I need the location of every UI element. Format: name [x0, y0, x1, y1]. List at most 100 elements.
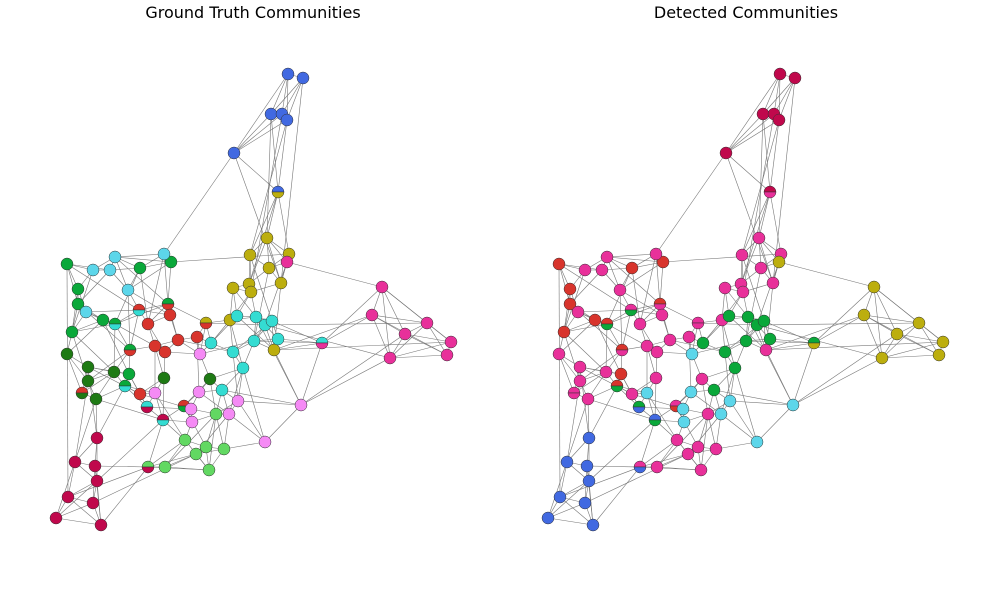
node: [656, 255, 670, 269]
edge: [621, 309, 632, 351]
edge: [280, 77, 304, 284]
edge: [286, 261, 383, 288]
node: [573, 360, 587, 374]
node: [766, 276, 780, 290]
node: [215, 383, 229, 397]
node: [107, 365, 121, 379]
edge: [619, 289, 663, 316]
node: [244, 285, 258, 299]
edge: [223, 441, 266, 450]
node-half: [610, 379, 624, 387]
node: [541, 511, 555, 525]
edge: [559, 466, 641, 498]
edge: [605, 323, 608, 373]
node: [118, 379, 132, 393]
node-half: [763, 191, 777, 199]
node: [230, 309, 244, 323]
node: [754, 261, 768, 275]
edge: [255, 316, 302, 406]
edge: [769, 338, 815, 344]
edge: [71, 288, 79, 333]
edge: [758, 237, 774, 284]
edge: [728, 315, 767, 351]
edge: [389, 341, 452, 359]
node-half: [648, 419, 662, 427]
node: [722, 309, 736, 323]
edge: [756, 404, 794, 443]
edge: [147, 253, 165, 325]
node: [685, 347, 699, 361]
edge: [863, 314, 920, 324]
node: [60, 347, 74, 361]
edge: [592, 466, 641, 526]
edge: [587, 398, 590, 439]
node: [192, 385, 206, 399]
edge: [762, 73, 781, 115]
node: [580, 459, 594, 473]
edge: [426, 322, 448, 356]
edge: [233, 113, 272, 154]
edge: [558, 263, 571, 305]
edge: [87, 349, 131, 382]
node: [573, 374, 587, 388]
edge: [253, 267, 270, 342]
node: [203, 372, 217, 386]
edge: [92, 453, 197, 504]
node: [695, 372, 709, 386]
node-half: [624, 309, 638, 317]
node: [640, 386, 654, 400]
edge: [221, 389, 302, 406]
node-half: [118, 379, 132, 387]
node-half: [141, 466, 155, 474]
edge: [778, 77, 796, 121]
edge: [113, 323, 116, 373]
node: [294, 398, 308, 412]
edge: [669, 339, 726, 353]
node: [736, 285, 750, 299]
node-half: [567, 386, 581, 394]
node-half: [315, 336, 329, 344]
node: [90, 431, 104, 445]
node-half: [807, 336, 821, 344]
edge: [547, 480, 590, 519]
edge: [273, 342, 323, 351]
edge: [741, 254, 765, 322]
node: [157, 371, 171, 385]
edge: [725, 152, 774, 284]
edges: [55, 73, 944, 526]
node: [655, 308, 669, 322]
edge: [762, 113, 771, 193]
node: [552, 257, 566, 271]
edge: [253, 340, 323, 344]
edge: [725, 119, 780, 154]
node: [718, 345, 732, 359]
node-half: [118, 385, 132, 393]
edge: [691, 340, 747, 355]
node: [890, 327, 904, 341]
node: [624, 303, 638, 317]
node: [600, 250, 614, 264]
node: [571, 305, 585, 319]
edge: [277, 191, 290, 255]
node-half: [691, 316, 705, 324]
node: [649, 247, 663, 261]
node: [857, 308, 871, 322]
edge: [646, 392, 678, 441]
edge: [127, 261, 172, 291]
edge: [286, 77, 304, 121]
edge: [588, 385, 618, 439]
node-half: [75, 386, 89, 394]
node: [696, 336, 710, 350]
edge: [918, 322, 940, 356]
node-half: [140, 400, 154, 408]
edge: [639, 253, 657, 325]
node-half: [633, 460, 647, 468]
edge: [81, 371, 115, 394]
edge: [715, 441, 758, 450]
edge: [639, 453, 689, 468]
edge: [277, 119, 288, 193]
node: [723, 394, 737, 408]
edge: [558, 263, 632, 311]
edge: [765, 341, 944, 351]
node: [185, 415, 199, 429]
